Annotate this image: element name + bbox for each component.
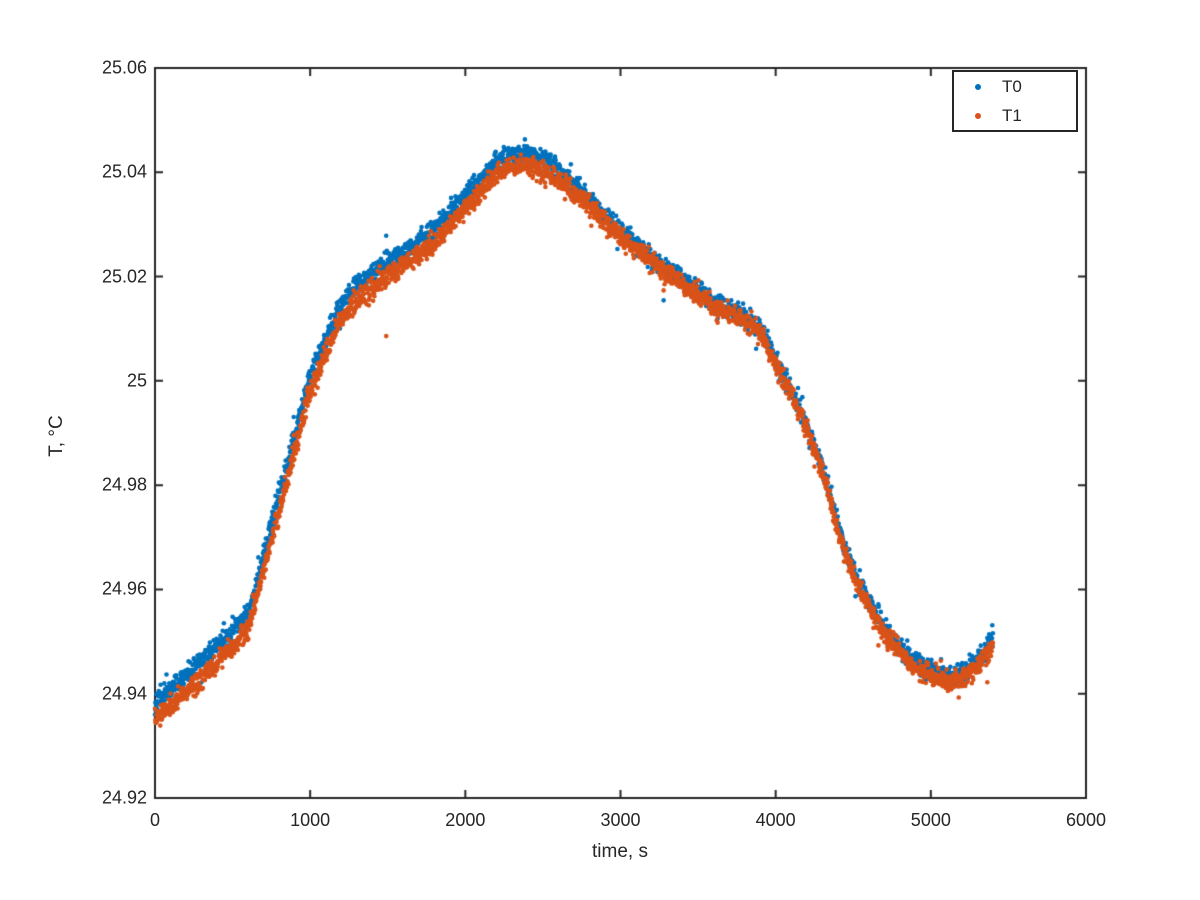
- y-tick-label: 24.94: [101, 683, 147, 704]
- x-tick-label: 5000: [910, 810, 951, 830]
- x-tick-label: 6000: [1065, 810, 1107, 830]
- y-tick-label: 24.96: [101, 578, 147, 599]
- legend-label-t1: T1: [1002, 106, 1022, 125]
- y-tick-label: 25.04: [101, 161, 147, 182]
- y-tick-label: 24.98: [101, 474, 147, 495]
- legend-entry-t1: T1: [954, 102, 1076, 130]
- x-tick-label: 2000: [445, 810, 486, 830]
- x-axis-label: time, s: [592, 841, 648, 862]
- x-tick-label: 3000: [600, 810, 641, 830]
- legend-box: T0 T1: [952, 70, 1078, 132]
- y-axis-label: T, °C: [46, 415, 67, 457]
- y-tick-label: 25.06: [101, 57, 147, 78]
- y-tick-label: 24.92: [101, 787, 147, 808]
- x-tick-label: 4000: [755, 810, 796, 830]
- x-tick-label: 1000: [290, 810, 331, 830]
- legend-label-t0: T0: [1002, 77, 1022, 96]
- y-tick-label: 25: [126, 370, 147, 391]
- t1-series-marker-icon: [975, 113, 981, 119]
- x-tick-label: 0: [149, 810, 161, 830]
- y-tick-label: 25.02: [101, 266, 147, 287]
- t0-series-marker-icon: [975, 84, 981, 90]
- legend-entry-t0: T0: [954, 73, 1076, 101]
